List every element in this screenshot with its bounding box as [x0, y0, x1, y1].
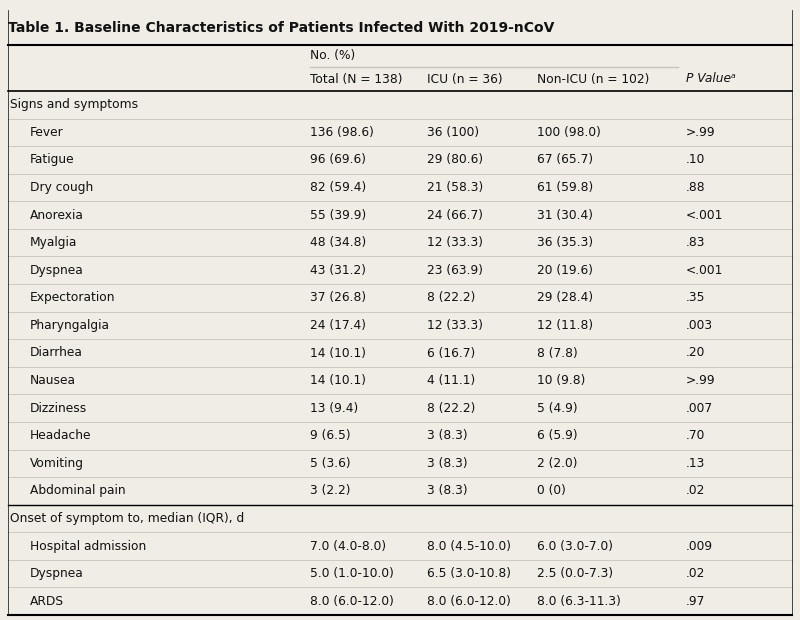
Text: .70: .70: [686, 429, 706, 442]
Text: 67 (65.7): 67 (65.7): [538, 153, 594, 166]
Text: No. (%): No. (%): [310, 50, 355, 63]
Text: 96 (69.6): 96 (69.6): [310, 153, 366, 166]
Text: 5 (4.9): 5 (4.9): [538, 402, 578, 415]
Text: .02: .02: [686, 484, 706, 497]
Text: 100 (98.0): 100 (98.0): [538, 126, 601, 139]
Text: 8.0 (6.0-12.0): 8.0 (6.0-12.0): [310, 595, 394, 608]
Text: Abdominal pain: Abdominal pain: [30, 484, 126, 497]
Text: 31 (30.4): 31 (30.4): [538, 208, 594, 221]
Text: Expectoration: Expectoration: [30, 291, 115, 304]
Text: Headache: Headache: [30, 429, 91, 442]
Text: 24 (17.4): 24 (17.4): [310, 319, 366, 332]
Text: 61 (59.8): 61 (59.8): [538, 181, 594, 194]
Text: 7.0 (4.0-8.0): 7.0 (4.0-8.0): [310, 539, 386, 552]
Text: Diarrhea: Diarrhea: [30, 347, 83, 360]
Text: .20: .20: [686, 347, 706, 360]
Text: Table 1. Baseline Characteristics of Patients Infected With 2019-nCoV: Table 1. Baseline Characteristics of Pat…: [8, 20, 554, 35]
Text: 5 (3.6): 5 (3.6): [310, 457, 350, 470]
Text: .009: .009: [686, 539, 714, 552]
Text: .97: .97: [686, 595, 706, 608]
Text: 23 (63.9): 23 (63.9): [427, 264, 483, 277]
Text: Anorexia: Anorexia: [30, 208, 84, 221]
Text: <.001: <.001: [686, 264, 723, 277]
Text: Onset of symptom to, median (IQR), d: Onset of symptom to, median (IQR), d: [10, 512, 244, 525]
Text: >.99: >.99: [686, 374, 716, 387]
Text: .83: .83: [686, 236, 706, 249]
Text: 9 (6.5): 9 (6.5): [310, 429, 350, 442]
Text: 8.0 (6.0-12.0): 8.0 (6.0-12.0): [427, 595, 511, 608]
Text: 24 (66.7): 24 (66.7): [427, 208, 483, 221]
Text: Pharyngalgia: Pharyngalgia: [30, 319, 110, 332]
Text: .88: .88: [686, 181, 706, 194]
Text: 3 (8.3): 3 (8.3): [427, 484, 468, 497]
Text: 82 (59.4): 82 (59.4): [310, 181, 366, 194]
Text: 2.5 (0.0-7.3): 2.5 (0.0-7.3): [538, 567, 614, 580]
Text: 10 (9.8): 10 (9.8): [538, 374, 586, 387]
Text: Fatigue: Fatigue: [30, 153, 74, 166]
Text: Dry cough: Dry cough: [30, 181, 94, 194]
Text: ICU (n = 36): ICU (n = 36): [427, 73, 503, 86]
Text: 4 (11.1): 4 (11.1): [427, 374, 476, 387]
Text: 6.5 (3.0-10.8): 6.5 (3.0-10.8): [427, 567, 511, 580]
Text: P Valueᵃ: P Valueᵃ: [686, 73, 736, 86]
Text: Hospital admission: Hospital admission: [30, 539, 146, 552]
Text: 13 (9.4): 13 (9.4): [310, 402, 358, 415]
Text: .35: .35: [686, 291, 706, 304]
Text: Nausea: Nausea: [30, 374, 76, 387]
Text: 3 (2.2): 3 (2.2): [310, 484, 350, 497]
Text: Dizziness: Dizziness: [30, 402, 87, 415]
Text: 36 (35.3): 36 (35.3): [538, 236, 594, 249]
Text: 48 (34.8): 48 (34.8): [310, 236, 366, 249]
Text: Vomiting: Vomiting: [30, 457, 84, 470]
Text: <.001: <.001: [686, 208, 723, 221]
Text: 37 (26.8): 37 (26.8): [310, 291, 366, 304]
Text: 8 (22.2): 8 (22.2): [427, 291, 476, 304]
Text: 136 (98.6): 136 (98.6): [310, 126, 374, 139]
Text: .003: .003: [686, 319, 714, 332]
Text: Dyspnea: Dyspnea: [30, 264, 84, 277]
Text: 8 (7.8): 8 (7.8): [538, 347, 578, 360]
Text: .02: .02: [686, 567, 706, 580]
Text: >.99: >.99: [686, 126, 716, 139]
Text: 12 (33.3): 12 (33.3): [427, 319, 483, 332]
Text: 55 (39.9): 55 (39.9): [310, 208, 366, 221]
Text: 6 (5.9): 6 (5.9): [538, 429, 578, 442]
Text: .007: .007: [686, 402, 714, 415]
Text: Non-ICU (n = 102): Non-ICU (n = 102): [538, 73, 650, 86]
Text: 6.0 (3.0-7.0): 6.0 (3.0-7.0): [538, 539, 614, 552]
Text: Signs and symptoms: Signs and symptoms: [10, 99, 138, 111]
Text: 12 (11.8): 12 (11.8): [538, 319, 594, 332]
Text: 2 (2.0): 2 (2.0): [538, 457, 578, 470]
Text: Myalgia: Myalgia: [30, 236, 78, 249]
Text: 5.0 (1.0-10.0): 5.0 (1.0-10.0): [310, 567, 394, 580]
Text: 21 (58.3): 21 (58.3): [427, 181, 484, 194]
Text: 8.0 (6.3-11.3): 8.0 (6.3-11.3): [538, 595, 621, 608]
Text: 29 (28.4): 29 (28.4): [538, 291, 594, 304]
Text: 3 (8.3): 3 (8.3): [427, 457, 468, 470]
Text: 14 (10.1): 14 (10.1): [310, 374, 366, 387]
Text: ARDS: ARDS: [30, 595, 64, 608]
Text: 12 (33.3): 12 (33.3): [427, 236, 483, 249]
Text: Fever: Fever: [30, 126, 64, 139]
Text: .13: .13: [686, 457, 706, 470]
Text: 3 (8.3): 3 (8.3): [427, 429, 468, 442]
Text: 0 (0): 0 (0): [538, 484, 566, 497]
Text: .10: .10: [686, 153, 706, 166]
Text: 20 (19.6): 20 (19.6): [538, 264, 594, 277]
Text: 8.0 (4.5-10.0): 8.0 (4.5-10.0): [427, 539, 511, 552]
Text: Dyspnea: Dyspnea: [30, 567, 84, 580]
Text: 14 (10.1): 14 (10.1): [310, 347, 366, 360]
Text: Total (N = 138): Total (N = 138): [310, 73, 402, 86]
Text: 43 (31.2): 43 (31.2): [310, 264, 366, 277]
Text: 29 (80.6): 29 (80.6): [427, 153, 483, 166]
Text: 8 (22.2): 8 (22.2): [427, 402, 476, 415]
Text: 36 (100): 36 (100): [427, 126, 479, 139]
Text: 6 (16.7): 6 (16.7): [427, 347, 476, 360]
